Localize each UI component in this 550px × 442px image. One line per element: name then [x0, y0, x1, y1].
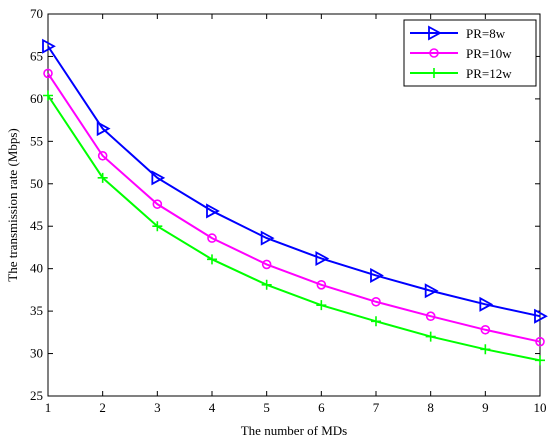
- data-point: [261, 279, 272, 290]
- legend-marker: [429, 68, 439, 78]
- data-point: [207, 233, 217, 243]
- data-point: [316, 300, 327, 311]
- data-point: [207, 254, 217, 265]
- data-point: [152, 221, 163, 232]
- x-tick-label: 4: [209, 400, 216, 415]
- data-point: [261, 259, 272, 270]
- legend-label: PR=8w: [466, 26, 506, 41]
- x-tick-label: 7: [373, 400, 380, 415]
- data-point: [315, 250, 330, 266]
- data-point: [316, 279, 327, 290]
- data-point: [371, 296, 381, 307]
- data-point: [535, 336, 545, 347]
- x-tick-label: 1: [45, 400, 52, 415]
- y-tick-label: 30: [30, 346, 43, 361]
- y-tick-label: 55: [30, 133, 43, 148]
- data-point: [480, 324, 491, 335]
- y-tick-label: 70: [30, 6, 43, 21]
- data-point: [534, 308, 548, 324]
- y-tick-label: 45: [30, 218, 43, 233]
- data-point: [97, 150, 108, 161]
- series-line: [47, 94, 541, 362]
- data-point: [97, 172, 108, 183]
- x-tick-label: 9: [482, 400, 489, 415]
- data-point: [151, 170, 166, 186]
- data-point: [425, 311, 436, 322]
- data-point: [479, 296, 494, 312]
- x-axis-label: The number of MDs: [241, 423, 348, 438]
- data-point: [96, 121, 111, 137]
- y-tick-label: 40: [30, 261, 43, 276]
- x-tick-label: 6: [318, 400, 325, 415]
- legend-label: PR=10w: [466, 46, 512, 61]
- series-1: [42, 38, 548, 324]
- legend-label: PR=12w: [466, 66, 512, 81]
- y-tick-label: 50: [30, 176, 43, 191]
- series-2: [43, 68, 545, 347]
- data-point: [42, 38, 56, 54]
- series-3: [43, 90, 545, 366]
- x-tick-label: 10: [534, 400, 547, 415]
- legend-marker: [428, 25, 442, 41]
- axes-frame: [47, 13, 541, 397]
- data-point: [206, 203, 220, 219]
- x-tick-label: 8: [427, 400, 434, 415]
- y-tick-label: 25: [30, 388, 43, 403]
- data-point: [152, 199, 163, 209]
- data-point: [370, 267, 384, 283]
- data-point: [535, 355, 545, 366]
- legend-marker: [429, 48, 439, 58]
- data-point: [43, 90, 53, 101]
- data-point: [425, 331, 436, 342]
- series-line: [47, 45, 541, 318]
- x-tick-label: 3: [154, 400, 161, 415]
- data-point: [43, 68, 53, 79]
- y-tick-label: 65: [30, 48, 43, 63]
- series-line: [47, 72, 541, 343]
- data-point: [371, 316, 381, 327]
- data-point: [260, 230, 275, 246]
- legend: PR=8w PR=10w PR=12w: [403, 19, 537, 87]
- x-tick-label: 5: [263, 400, 270, 415]
- data-point: [424, 283, 439, 299]
- data-point: [480, 344, 491, 355]
- y-axis-label: The transmission rate (Mbps): [5, 128, 20, 281]
- y-tick-label: 60: [30, 91, 43, 106]
- x-tick-label: 2: [99, 400, 106, 415]
- y-tick-label: 35: [30, 303, 43, 318]
